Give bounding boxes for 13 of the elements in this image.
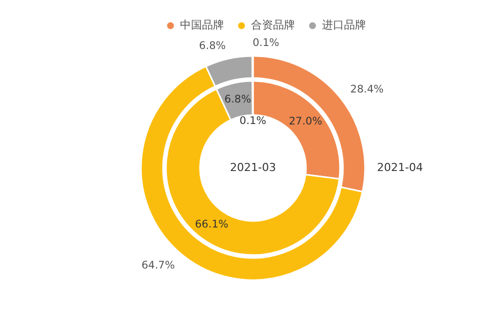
- slice-label: 2021-04: [377, 161, 423, 174]
- data-label: 0.1%: [240, 115, 266, 127]
- data-label: 66.1%: [195, 218, 228, 230]
- data-label: 64.7%: [141, 260, 175, 272]
- data-label: 0.1%: [252, 37, 280, 49]
- legend-label: 进口品牌: [322, 18, 366, 32]
- data-label: 6.8%: [199, 40, 226, 52]
- legend-label: 合资品牌: [251, 18, 295, 32]
- legend-label: 中国品牌: [180, 18, 224, 32]
- slice-label: 2021-03: [230, 161, 276, 174]
- data-label: 27.0%: [288, 116, 322, 128]
- data-label: 6.8%: [224, 94, 252, 106]
- data-label: 28.4%: [350, 84, 384, 96]
